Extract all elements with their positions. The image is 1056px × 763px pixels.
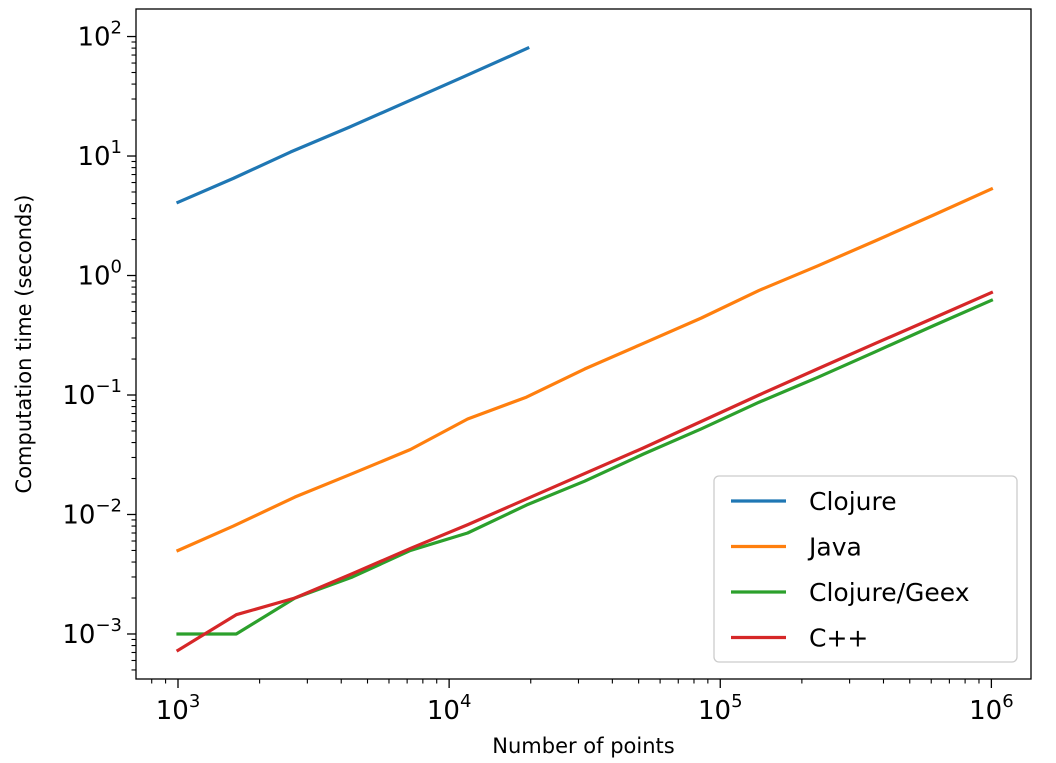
ticks-layer: 103 104 105 106 10−3 10−2 10−1 100 101 102 [62, 18, 1013, 726]
y-axis-title: Computation time (seconds) [12, 195, 36, 494]
legend-label: Clojure/Geex [809, 578, 970, 607]
x-tick-label: 103 [156, 691, 201, 726]
y-tick-label: 101 [77, 137, 122, 172]
series-line-clojure [175, 46, 530, 205]
legend-label: Clojure [809, 487, 897, 516]
y-tick-label: 10−3 [62, 615, 122, 650]
legend: Clojure Java Clojure/Geex C++ [713, 475, 1018, 663]
plot-frame [135, 8, 1032, 680]
legend-box [713, 475, 1018, 663]
legend-label: Java [807, 533, 862, 562]
y-tick-label: 102 [77, 18, 122, 53]
y-tick-label: 100 [77, 257, 122, 292]
series-layer [175, 46, 994, 653]
legend-label: C++ [809, 624, 868, 653]
x-tick-label: 105 [698, 691, 743, 726]
x-axis-title: Number of points [492, 734, 674, 758]
series-line-java [175, 186, 994, 553]
series-line-c- [175, 290, 994, 653]
x-tick-label: 106 [969, 691, 1014, 726]
y-tick-label: 10−2 [62, 495, 122, 530]
y-tick-label: 10−1 [62, 376, 122, 411]
x-tick-label: 104 [427, 691, 472, 726]
